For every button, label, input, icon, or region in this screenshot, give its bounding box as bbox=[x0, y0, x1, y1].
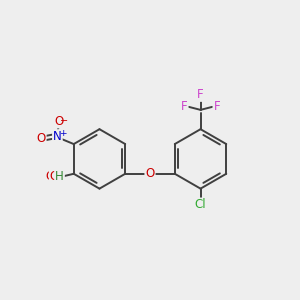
Text: F: F bbox=[197, 88, 204, 101]
Text: +: + bbox=[59, 129, 67, 138]
Text: OH: OH bbox=[45, 170, 63, 183]
Text: N: N bbox=[53, 130, 62, 143]
Text: F: F bbox=[181, 100, 188, 113]
Text: Cl: Cl bbox=[195, 199, 206, 212]
Text: O: O bbox=[54, 115, 64, 128]
Text: O: O bbox=[36, 132, 46, 145]
Text: H: H bbox=[55, 170, 64, 183]
Text: F: F bbox=[214, 100, 220, 113]
Text: O: O bbox=[146, 167, 154, 180]
Text: O: O bbox=[50, 170, 59, 183]
Text: −: − bbox=[60, 116, 68, 126]
